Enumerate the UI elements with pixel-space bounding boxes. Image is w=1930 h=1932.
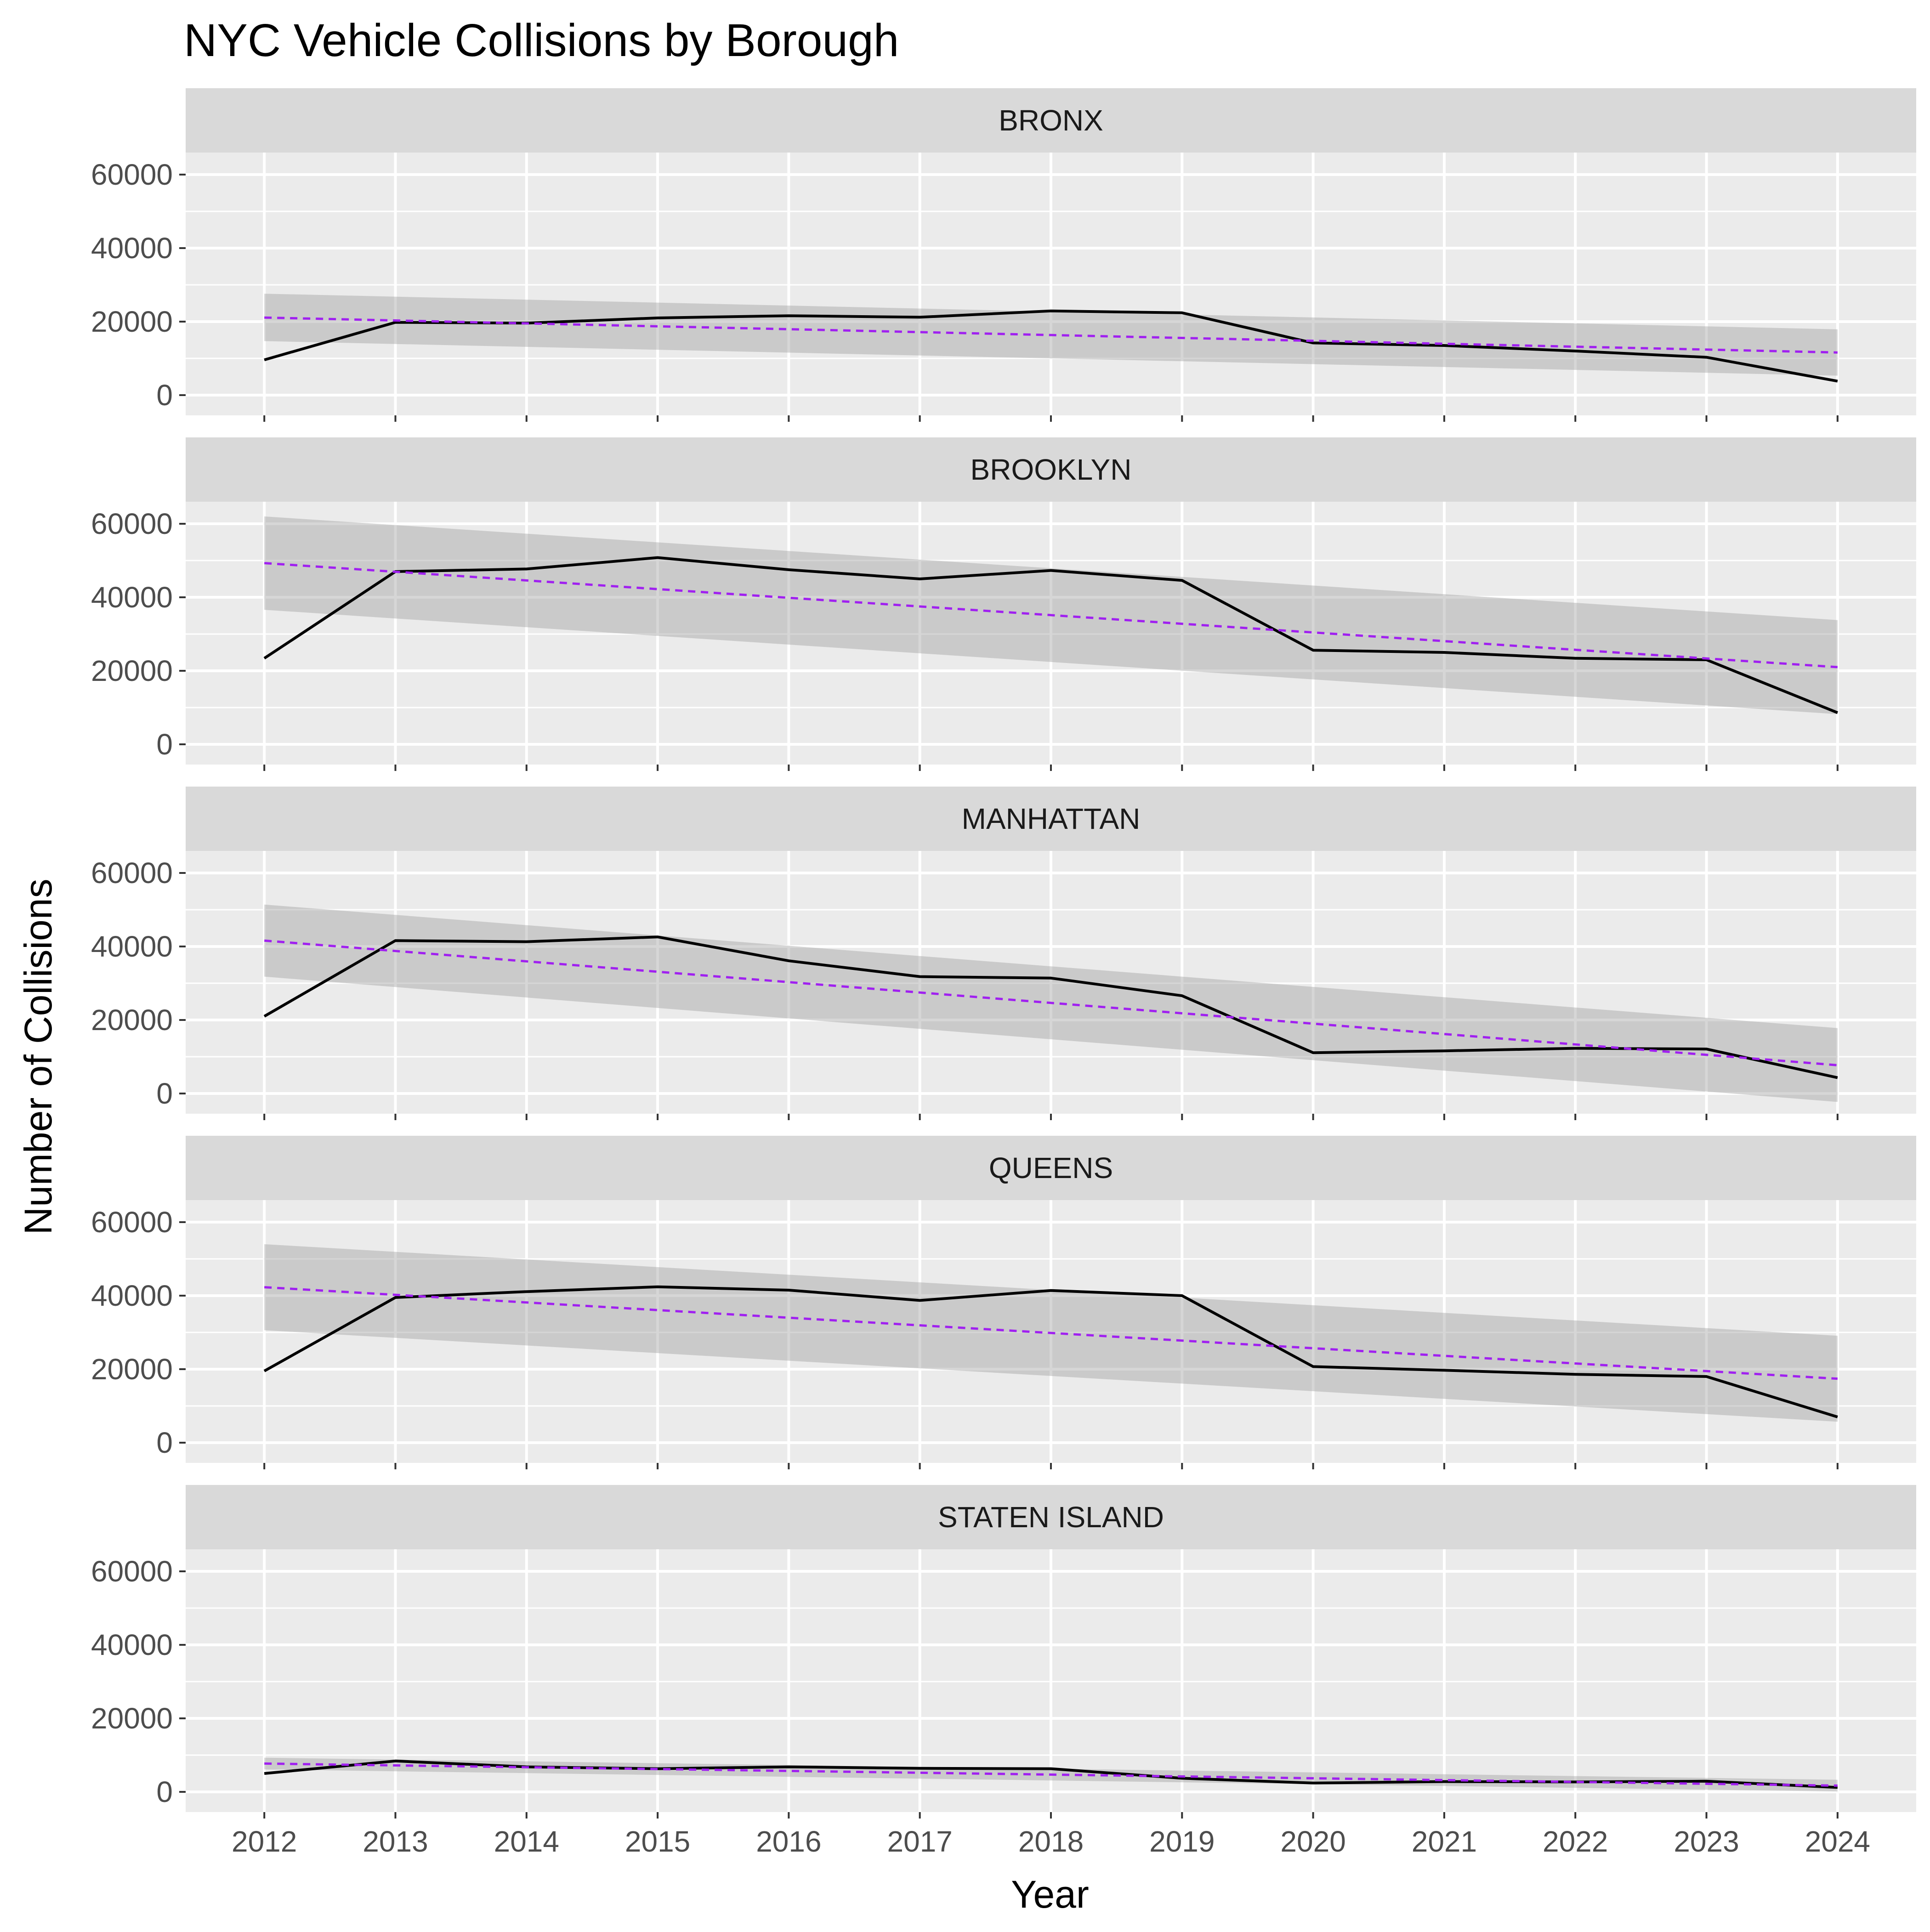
y-tick-label: 60000 xyxy=(91,158,173,191)
panel-series xyxy=(264,1757,1838,1792)
x-tick-label: 2012 xyxy=(232,1825,297,1858)
x-axis-title: Year xyxy=(1011,1873,1089,1916)
facet-brooklyn: BROOKLYN 0 20000 40000 60000 xyxy=(91,437,1916,771)
panel-series xyxy=(263,516,1838,714)
facet-strip-label: STATEN ISLAND xyxy=(938,1501,1164,1534)
y-tick-label: 0 xyxy=(156,379,173,412)
x-tick-label: 2018 xyxy=(1018,1825,1084,1858)
y-tick-label: 60000 xyxy=(91,1206,173,1239)
x-tick-label: 2024 xyxy=(1805,1825,1870,1858)
y-tick-label: 40000 xyxy=(91,232,173,265)
x-tick-label: 2023 xyxy=(1674,1825,1739,1858)
trend-line xyxy=(264,562,1838,669)
x-tick-label: 2014 xyxy=(494,1825,559,1858)
trend-line xyxy=(264,1762,1838,1787)
facet-strip xyxy=(186,1485,1916,1549)
panel-series xyxy=(263,1244,1838,1422)
y-tick-label: 40000 xyxy=(91,930,173,963)
facet-strip xyxy=(186,88,1916,153)
y-tick-label: 60000 xyxy=(91,507,173,540)
facet-queens: QUEENS 0 20000 40000 60000 xyxy=(91,1136,1916,1469)
facet-strip-label: MANHATTAN xyxy=(962,802,1141,835)
x-tick-label: 2013 xyxy=(363,1825,428,1858)
y-tick-label: 0 xyxy=(156,1077,173,1110)
trend-line xyxy=(264,939,1838,1066)
facet-strip xyxy=(186,437,1916,502)
facet-strip-label: QUEENS xyxy=(989,1151,1113,1184)
y-tick-label: 20000 xyxy=(91,1702,173,1735)
facet-bronx: BRONX 0 20000 40000 60000 xyxy=(91,88,1916,422)
x-tick-label: 2022 xyxy=(1543,1825,1608,1858)
y-axis-title: Number of Collisions xyxy=(17,879,60,1235)
x-tick-label: 2020 xyxy=(1280,1825,1345,1858)
y-tick-label: 40000 xyxy=(91,581,173,614)
x-tick-label: 2021 xyxy=(1412,1825,1477,1858)
x-tick-label: 2019 xyxy=(1149,1825,1215,1858)
y-tick-label: 20000 xyxy=(91,1353,173,1386)
y-tick-label: 20000 xyxy=(91,654,173,687)
y-tick-label: 60000 xyxy=(91,856,173,890)
facet-staten-island: STATEN ISLAND 0 20000 40000 60000 xyxy=(91,1485,1916,1819)
y-tick-label: 0 xyxy=(156,1775,173,1808)
y-tick-label: 20000 xyxy=(91,305,173,338)
y-tick-label: 0 xyxy=(156,728,173,761)
facet-manhattan: MANHATTAN 0 20000 40000 60000 xyxy=(91,787,1916,1120)
panel-series xyxy=(263,904,1838,1102)
chart-title: NYC Vehicle Collisions by Borough xyxy=(184,15,899,66)
facet-strip xyxy=(186,787,1916,851)
facet-panels: BRONX 0 20000 40000 60000 BROOKLYN 0 20000 40000… xyxy=(91,88,1916,1819)
x-axis: 2012 2013 2014 2015 2016 2017 2018 2019 2020 2021… xyxy=(232,1825,1870,1858)
collisions-line xyxy=(263,935,1838,1079)
y-tick-label: 60000 xyxy=(91,1555,173,1588)
collisions-line xyxy=(263,556,1838,714)
y-tick-label: 40000 xyxy=(91,1628,173,1661)
x-tick-label: 2016 xyxy=(756,1825,821,1858)
facet-strip xyxy=(186,1136,1916,1200)
y-tick-label: 40000 xyxy=(91,1279,173,1312)
trend-line xyxy=(264,1286,1838,1380)
panel-series xyxy=(264,294,1838,383)
trend-line xyxy=(264,316,1838,354)
facet-strip-label: BRONX xyxy=(999,104,1103,137)
x-tick-label: 2017 xyxy=(887,1825,953,1858)
collisions-line xyxy=(263,1285,1838,1418)
x-tick-label: 2015 xyxy=(625,1825,690,1858)
y-tick-label: 0 xyxy=(156,1426,173,1459)
y-tick-label: 20000 xyxy=(91,1003,173,1037)
facet-strip-label: BROOKLYN xyxy=(971,453,1132,486)
